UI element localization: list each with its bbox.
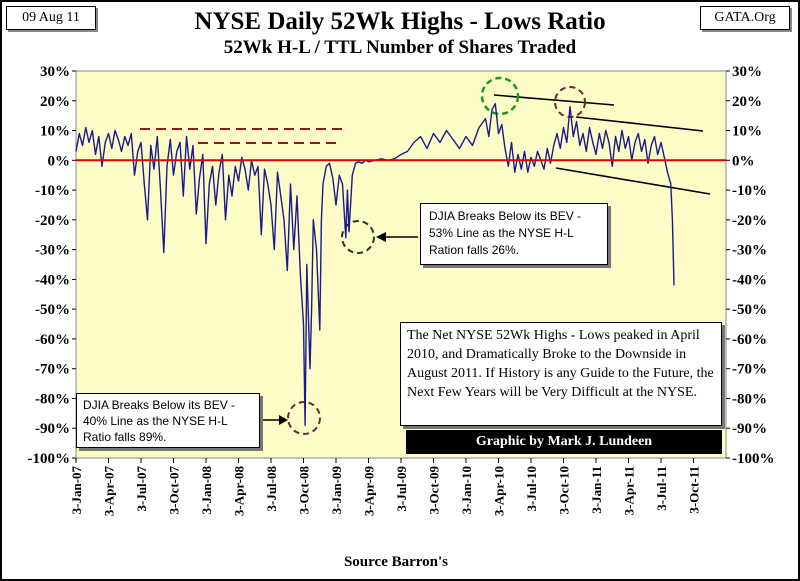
y-tick-label-right: -50% — [732, 302, 767, 318]
y-axis-left: 30% 20% 10% 0% -10% -20% -30% -40% -50% -60% -70% -… — [28, 64, 76, 467]
x-tick-label: 3-Oct-07 — [167, 466, 182, 515]
annotation-summary: The Net NYSE 52Wk Highs - Lows peaked in… — [400, 322, 722, 426]
date-badge: 09 Aug 11 — [6, 6, 96, 30]
x-tick-label: 3-Oct-09 — [427, 466, 442, 515]
peak-circle-oct-2010 — [554, 86, 586, 118]
x-tick-label: 3-Apr-07 — [102, 466, 117, 517]
x-tick-label: 3-Oct-08 — [297, 466, 312, 515]
y-tick-label-right: -90% — [732, 421, 767, 437]
x-tick-label: 3-Jul-09 — [394, 466, 409, 512]
x-tick-label: 3-Oct-10 — [557, 466, 572, 514]
chart-subtitle: 52Wk H-L / TTL Number of Shares Traded — [223, 37, 577, 58]
y-tick-label-left: -80% — [35, 391, 70, 407]
y-tick-label-right: -70% — [732, 362, 767, 378]
bev53-arrowhead — [376, 232, 386, 242]
y-tick-label-right: 20% — [732, 94, 762, 110]
x-tick-label: 3-Jan-08 — [199, 466, 214, 515]
y-tick-label-right: -20% — [732, 213, 767, 229]
y-tick-label-left: 30% — [40, 64, 70, 80]
bev53-circle — [341, 220, 375, 254]
y-tick-label-right: -80% — [732, 391, 767, 407]
x-tick-label: 3-Jul-08 — [264, 466, 279, 512]
y-tick-label-left: -10% — [35, 183, 70, 199]
x-axis-label: Source Barron's — [344, 554, 448, 570]
y-tick-label-right: -30% — [732, 243, 767, 259]
y-tick-label-right: 10% — [732, 124, 762, 140]
x-tick-label: 3-Oct-11 — [687, 466, 702, 514]
y-axis-right: 30% 20% 10% 0% -10% -20% -30% -40% -50% -60% -70% -… — [726, 64, 775, 467]
peak-circle-april-2010 — [480, 76, 520, 116]
x-tick-label: 3-Jul-10 — [524, 466, 539, 512]
y-tick-label-left: -50% — [35, 302, 70, 318]
y-tick-label-left: 10% — [40, 124, 70, 140]
x-tick-label: 3-Jan-09 — [329, 466, 344, 515]
y-tick-label-right: -40% — [732, 272, 767, 288]
y-tick-label-left: 20% — [40, 94, 70, 110]
credit-banner: Graphic by Mark J. Lundeen — [406, 430, 722, 454]
y-tick-label-right: -10% — [732, 183, 767, 199]
y-tick-label-left: -60% — [35, 332, 70, 348]
x-tick-label: 3-Jan-10 — [459, 466, 474, 514]
x-tick-label: 3-Jul-11 — [654, 466, 669, 511]
annotation-bev40: DJIA Breaks Below its BEV - 40% Line as … — [76, 393, 260, 448]
y-tick-label-right: 30% — [732, 64, 762, 80]
x-tick-label: 3-Apr-10 — [492, 466, 507, 516]
trend-line-bottom — [555, 167, 711, 195]
trend-line-top-right — [575, 116, 704, 132]
annotation-bev53: DJIA Breaks Below its BEV - 53% Line as … — [420, 203, 608, 265]
x-tick-label: 3-Apr-09 — [362, 466, 377, 517]
bev40-circle — [287, 401, 321, 435]
bev40-arrowhead — [279, 415, 288, 425]
source-badge: GATA.Org — [700, 6, 790, 30]
trend-line-top-left — [493, 94, 615, 106]
y-tick-label-left: -40% — [35, 272, 70, 288]
x-axis: 3-Jan-07 3-Apr-07 3-Jul-07 3-Oct-07 3-Jan-08… — [69, 458, 702, 516]
x-tick-label: 3-Apr-11 — [622, 466, 637, 515]
x-tick-label: 3-Jul-07 — [134, 466, 149, 512]
y-tick-label-left: -90% — [35, 421, 70, 437]
y-tick-label-left: -70% — [35, 362, 70, 378]
chart-title: NYSE Daily 52Wk Highs - Lows Ratio — [194, 8, 606, 35]
x-tick-label: 3-Jan-11 — [589, 466, 604, 514]
y-tick-label-right: -100% — [732, 451, 775, 467]
x-tick-label: 3-Apr-08 — [232, 466, 247, 517]
y-tick-label-right: -60% — [732, 332, 767, 348]
trend-lines — [140, 76, 711, 435]
series-line — [75, 102, 675, 426]
y-tick-label-left: -20% — [35, 213, 70, 229]
y-tick-label-left: -100% — [28, 451, 71, 467]
y-tick-label-left: 0% — [48, 153, 71, 169]
x-tick-label: 3-Jan-07 — [69, 466, 84, 515]
y-tick-label-left: -30% — [35, 243, 70, 259]
y-tick-label-right: 0% — [732, 153, 755, 169]
